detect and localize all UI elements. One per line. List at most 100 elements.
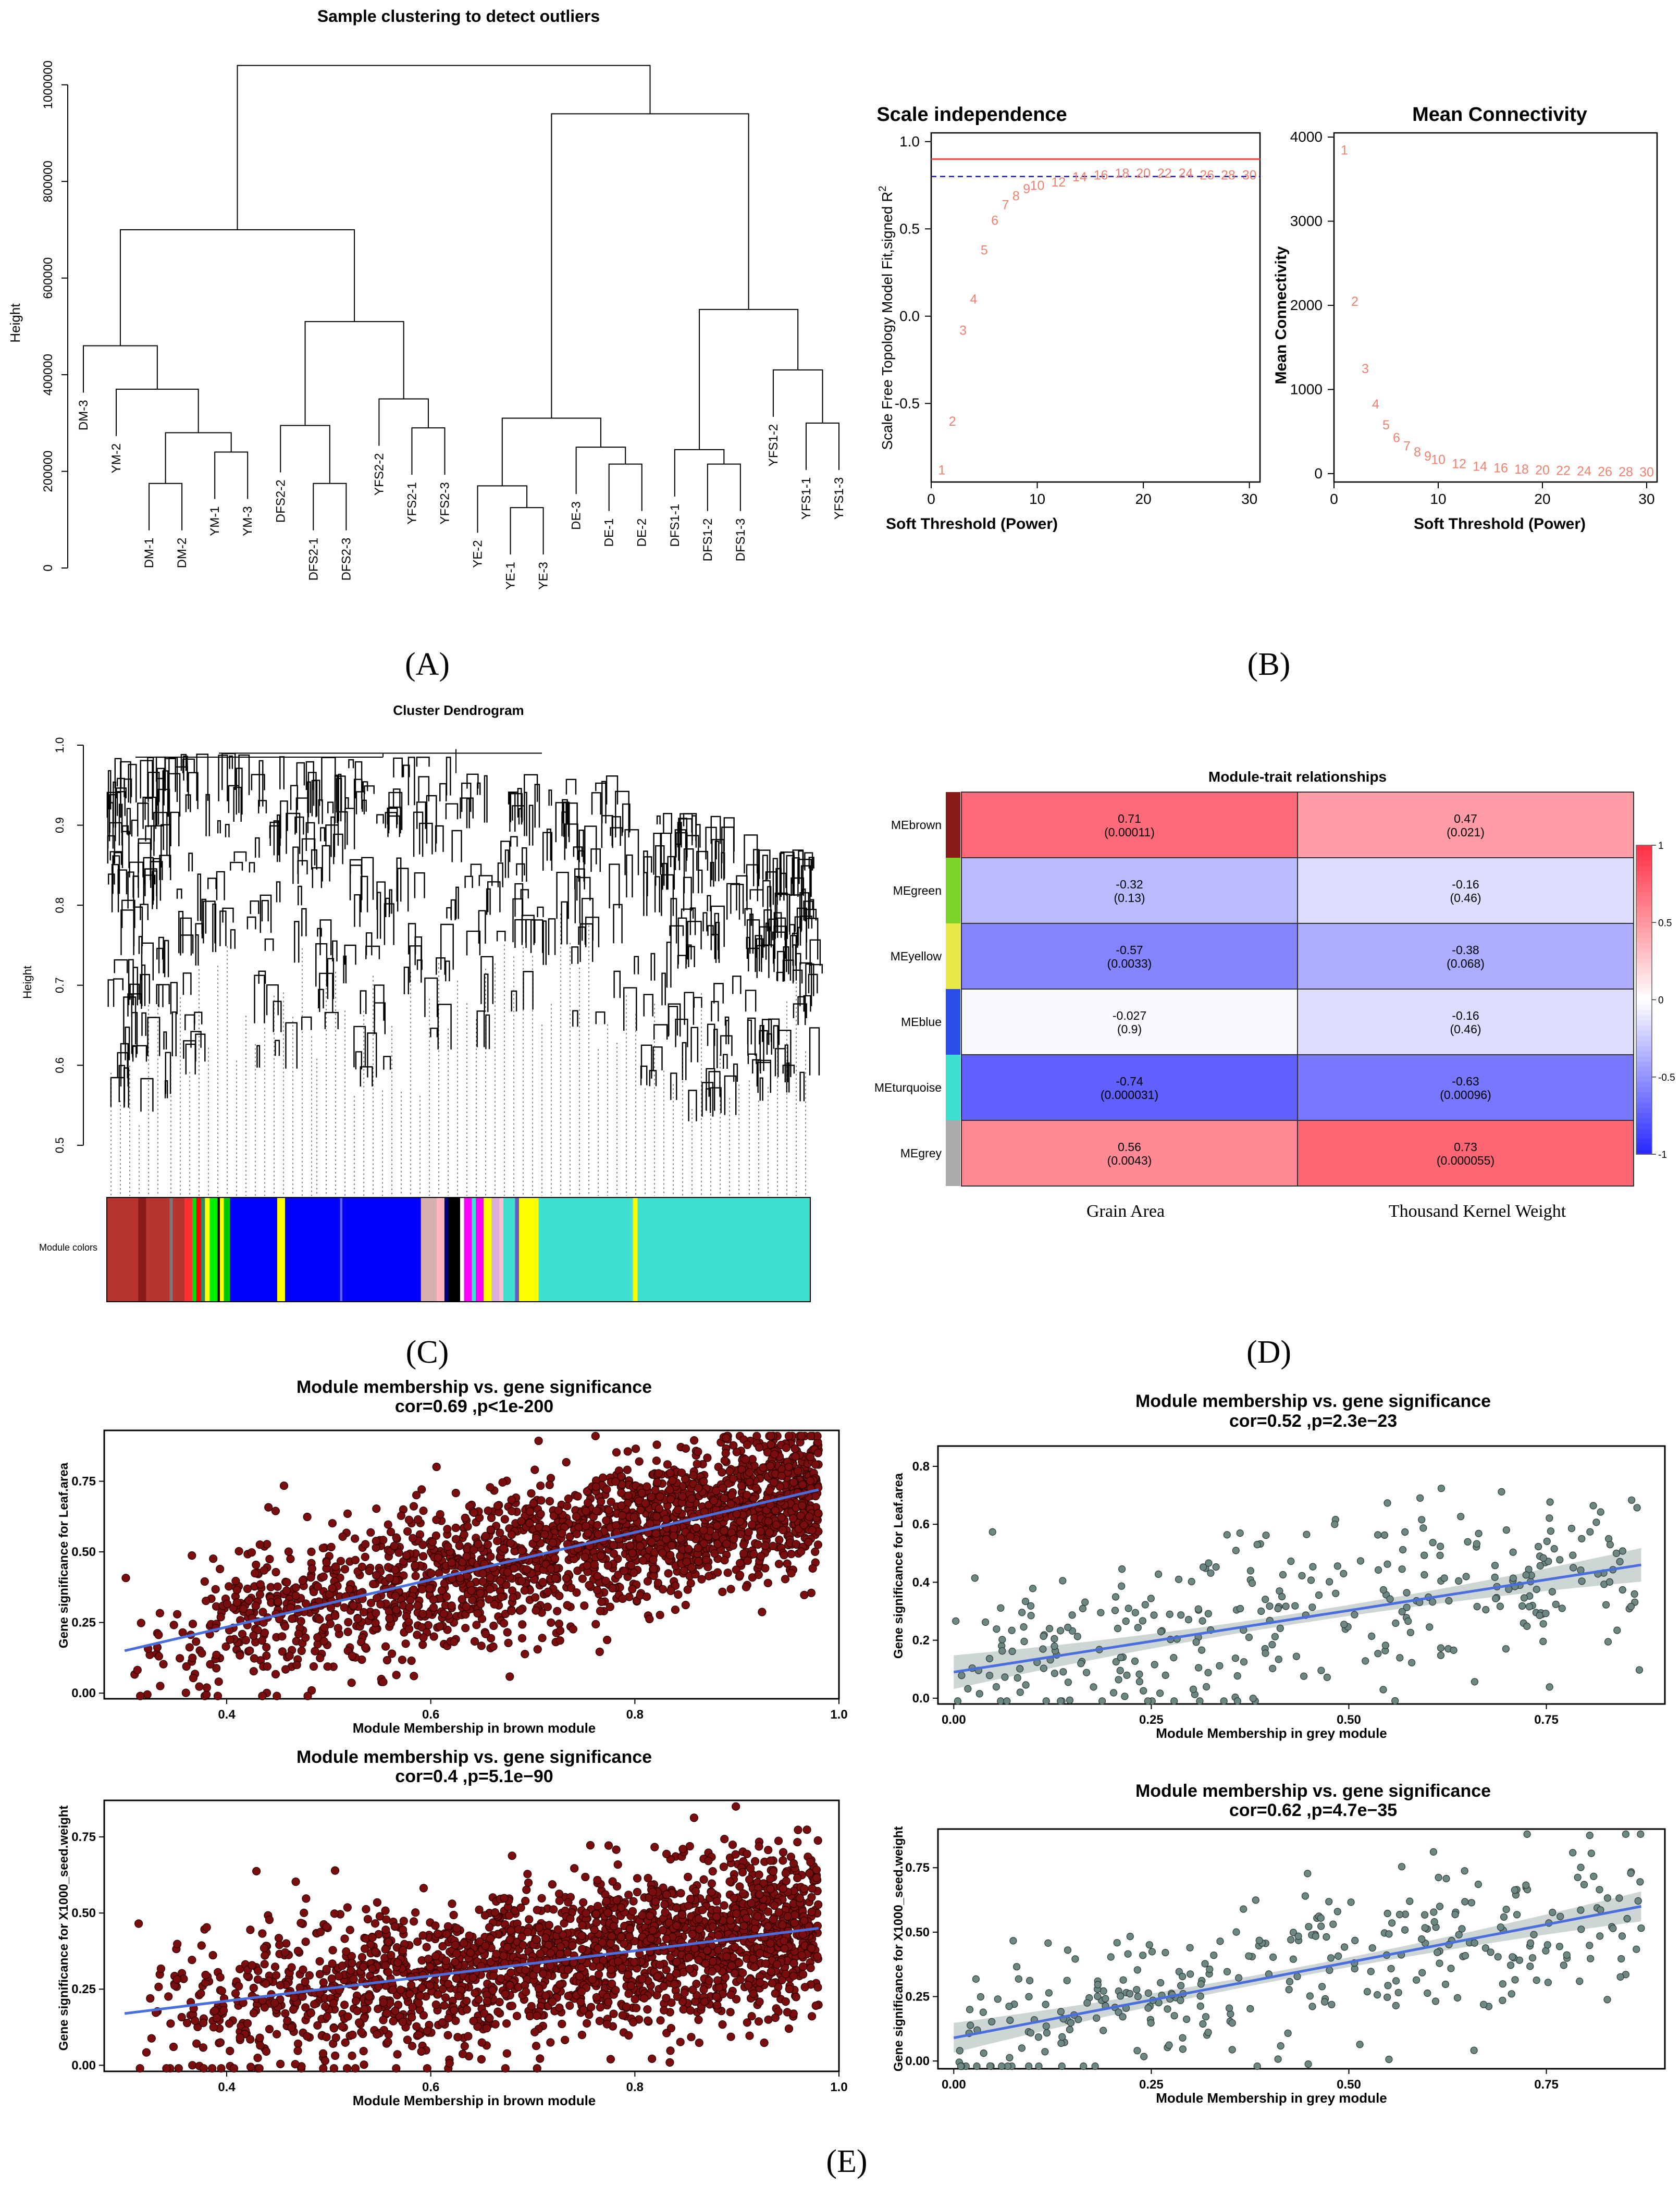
- E2-plot-point: [499, 1952, 508, 1960]
- E2-plot-point: [249, 1983, 258, 1993]
- E3-plot-point: [1018, 1609, 1026, 1616]
- panel-c-module-color-segment: [464, 1197, 473, 1302]
- panel-d-colorbar-step: [1636, 881, 1652, 887]
- panel-d-colorbar-step: [1636, 1071, 1652, 1078]
- E2-plot-point: [512, 2011, 522, 2020]
- E1-plot-point: [307, 1564, 317, 1573]
- E3-plot-point: [1027, 1612, 1035, 1620]
- E2-plot-point: [756, 1978, 764, 1987]
- E2-plot-point: [368, 1964, 377, 1973]
- E3-plot-point: [1150, 1611, 1158, 1619]
- E1-plot-point: [447, 1601, 456, 1610]
- E2-plot-point: [391, 2006, 400, 2015]
- E1-plot-point: [271, 1670, 280, 1678]
- B1-plot-xtick-label: 20: [1135, 491, 1152, 507]
- E3-plot-point: [1262, 1532, 1270, 1539]
- E1-plot-point: [507, 1506, 516, 1515]
- E3-plot-point: [992, 1683, 1000, 1691]
- E2-plot-point: [679, 2005, 688, 2014]
- E1-plot-point: [434, 1553, 442, 1562]
- E1-plot-point: [137, 1619, 145, 1627]
- E2-plot-point: [755, 1842, 763, 1851]
- E2-plot-point: [555, 1896, 564, 1905]
- E2-plot-point: [248, 1961, 256, 1970]
- E1-plot-point: [202, 1597, 211, 1605]
- E2-plot-point: [800, 1916, 809, 1925]
- E2-plot-point: [303, 2032, 312, 2041]
- E2-plot-point: [359, 1962, 368, 1971]
- E2-plot-point: [449, 1910, 458, 1920]
- panel-b1-ylabel: Scale Free Topology Model Fit,signed R2: [877, 186, 895, 450]
- E1-plot-point: [255, 1540, 264, 1549]
- E2-plot-point: [628, 1907, 637, 1916]
- E1-plot-point: [461, 1513, 470, 1522]
- panel-e1-plot: 0.4 0.6 0.8 1.00.000.250.500.75: [71, 1429, 848, 1722]
- E2-plot-point: [265, 1916, 274, 1924]
- E2-plot-point: [676, 2037, 685, 2046]
- panel-d-row-label: MEblue: [901, 1015, 942, 1029]
- E3-plot-point: [1016, 1665, 1024, 1673]
- panel-a-merge-link: [304, 321, 404, 426]
- E1-plot-point: [687, 1563, 696, 1572]
- E1-plot-point: [232, 1598, 241, 1607]
- E1-plot-point: [666, 1551, 675, 1560]
- E2-plot-point: [460, 2042, 469, 2051]
- E1-plot-point: [336, 1557, 345, 1565]
- E3-plot-point: [1240, 1658, 1248, 1666]
- E2-plot-point: [335, 1972, 343, 1981]
- E2-plot-point: [794, 1825, 802, 1834]
- E1-plot-point: [419, 1552, 428, 1561]
- panel-e2-ylabel: Gene significance for X1000_seed.weight: [57, 1806, 71, 2051]
- E2-plot-point: [792, 1993, 800, 2002]
- E2-plot-point: [720, 1835, 729, 1844]
- E2-plot-point: [624, 1970, 633, 1979]
- E1-plot-point: [181, 1688, 190, 1697]
- E1-plot-point: [221, 1642, 230, 1651]
- E2-plot-point: [753, 1912, 762, 1921]
- E2-plot-point: [646, 1934, 656, 1943]
- E2-plot-point: [454, 1992, 463, 2000]
- panel-d-colorbar-step: [1636, 850, 1652, 856]
- E2-plot-point: [781, 1970, 790, 1979]
- E2-plot-point: [778, 1920, 787, 1929]
- E2-plot-point: [505, 1911, 514, 1920]
- E1-plot-point: [565, 1533, 574, 1541]
- E2-plot-point: [732, 1909, 741, 1918]
- E1-plot-point: [431, 1531, 441, 1540]
- E1-plot-point: [507, 1530, 516, 1539]
- B2-plot-point-label: 7: [1403, 439, 1411, 454]
- E1-plot-point: [154, 1631, 163, 1639]
- E2-plot-point: [243, 2019, 252, 2028]
- E1-plot-point: [263, 1540, 271, 1549]
- E1-plot-point: [477, 1641, 486, 1650]
- E2-plot-point: [416, 1992, 425, 2000]
- B2-plot-point-label: 9: [1424, 449, 1431, 464]
- E2-plot-point: [726, 1991, 735, 1999]
- E2-plot-point: [643, 2005, 652, 2014]
- E1-plot-point: [543, 1587, 552, 1596]
- E1-plot-point: [247, 1548, 256, 1557]
- E2-plot-point: [347, 1966, 355, 1975]
- E2-plot-point: [587, 2003, 596, 2011]
- E2-plot-point: [700, 1997, 709, 2006]
- E1-plot-point: [797, 1547, 806, 1556]
- E2-plot-point: [732, 1995, 741, 2004]
- E2-plot-point: [444, 2014, 453, 2022]
- E1-plot-point: [238, 1629, 247, 1638]
- panel-d-cell: [1297, 923, 1634, 990]
- E2-plot-point: [712, 1897, 721, 1906]
- E1-plot-point: [258, 1691, 267, 1700]
- E1-plot-point: [234, 1547, 243, 1555]
- panel-a-merge-link: [510, 507, 544, 555]
- panel-c-cluster-branches: [745, 849, 823, 1102]
- B2-plot-point-label: 8: [1414, 445, 1421, 460]
- E3-plot-point: [985, 1654, 994, 1663]
- panel-d-cell-pvalue: (0.00096): [1440, 1088, 1491, 1102]
- panel-c-module-color-segment: [472, 1197, 476, 1302]
- panel-d-row-color-swatch: [946, 989, 960, 1055]
- E1-plot-point: [527, 1489, 536, 1498]
- E3-plot-point: [1368, 1632, 1376, 1640]
- E1-plot-point: [278, 1632, 287, 1641]
- panel-d-colorbar-step: [1636, 1046, 1652, 1052]
- E1-plot-point: [521, 1650, 529, 1659]
